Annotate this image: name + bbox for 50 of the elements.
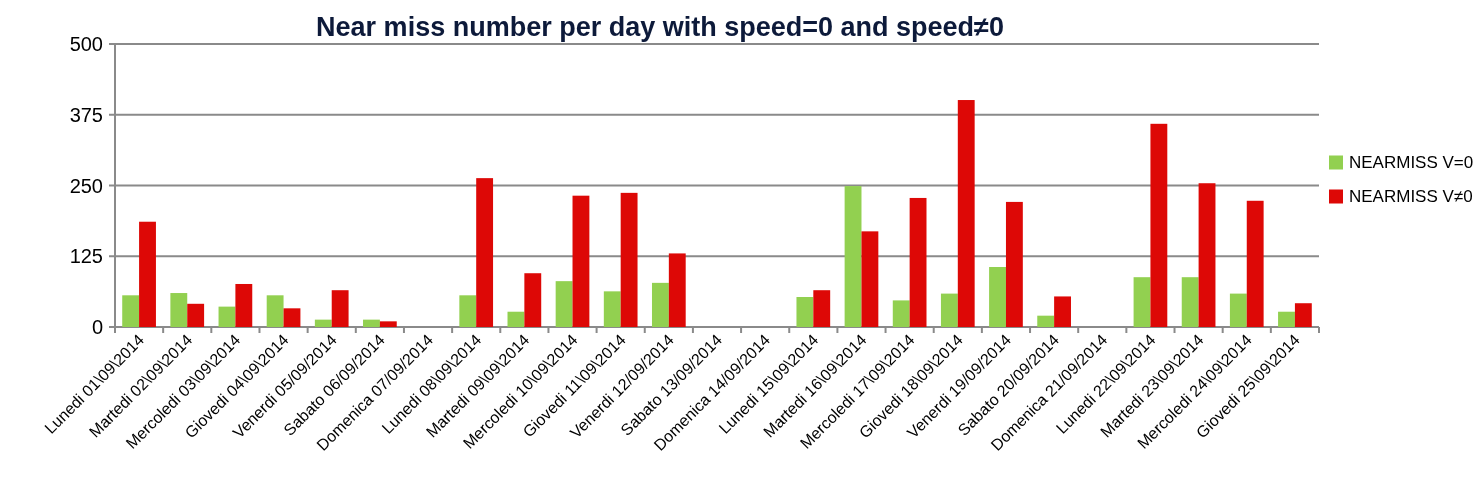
legend-label: NEARMISS V=0 — [1349, 153, 1474, 173]
bar — [122, 295, 140, 327]
bar — [861, 231, 879, 327]
bar — [796, 297, 814, 327]
bar — [940, 293, 958, 327]
y-tick-label: 0 — [91, 316, 103, 338]
bar — [844, 186, 862, 327]
y-tick-label: 375 — [69, 103, 103, 126]
bar — [363, 319, 380, 327]
legend-label: NEARMISS V≠0 — [1349, 187, 1473, 207]
bar — [507, 311, 525, 327]
bar — [909, 197, 927, 327]
bar — [170, 293, 188, 327]
bar — [892, 300, 910, 327]
bar — [314, 319, 332, 327]
bar — [620, 192, 638, 327]
bar — [476, 178, 494, 327]
bar — [572, 195, 590, 327]
bar — [813, 290, 831, 327]
bar — [524, 273, 542, 327]
bar — [266, 295, 284, 327]
bar — [139, 221, 156, 327]
y-tick-label: 250 — [69, 174, 103, 197]
bar — [1229, 293, 1247, 327]
bar — [235, 283, 253, 327]
bar — [989, 267, 1006, 327]
bar — [1198, 183, 1216, 327]
bar — [668, 253, 686, 327]
bar — [187, 303, 205, 327]
chart-title: Near miss number per day with speed=0 and speed≠0 — [316, 12, 1004, 42]
bar — [1133, 277, 1151, 327]
bar — [651, 282, 669, 327]
bar — [555, 281, 573, 327]
bar — [1054, 296, 1071, 327]
bar — [1150, 123, 1168, 327]
bar — [1005, 201, 1023, 327]
y-tick-label: 500 — [69, 33, 103, 55]
bar — [1037, 315, 1055, 327]
bar — [379, 321, 397, 327]
bar — [1246, 200, 1264, 327]
bar — [283, 308, 301, 327]
bar — [603, 291, 621, 327]
bar — [1294, 303, 1312, 327]
bar — [957, 100, 975, 327]
y-tick-label: 125 — [69, 245, 103, 268]
bar — [459, 295, 477, 327]
bar — [1181, 277, 1199, 327]
bar — [1278, 311, 1295, 327]
bar — [331, 290, 349, 327]
bar — [218, 306, 236, 327]
